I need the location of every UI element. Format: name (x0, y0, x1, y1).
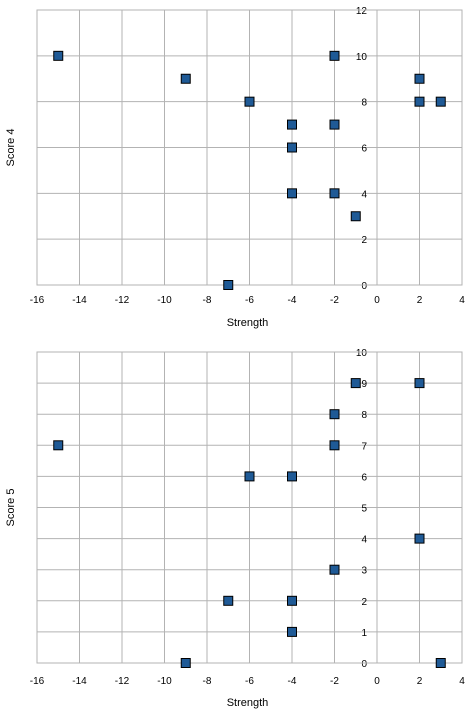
y-tick-label: 10 (356, 348, 368, 359)
y-tick-label: 6 (361, 472, 367, 483)
data-point (350, 211, 361, 222)
x-tick-label: -14 (72, 676, 87, 687)
x-tick-label: -10 (157, 295, 172, 306)
data-point (435, 96, 446, 107)
data-point (287, 119, 297, 130)
x-tick-label: -6 (245, 676, 254, 687)
data-point (223, 595, 234, 606)
data-point (287, 471, 297, 482)
data-point (329, 440, 340, 451)
x-tick-label: -2 (330, 676, 339, 687)
y-tick-label: 8 (361, 410, 367, 421)
x-tick-label: -2 (330, 295, 339, 306)
x-tick-label: 2 (417, 676, 423, 687)
data-point (223, 280, 234, 290)
y-tick-label: 7 (361, 441, 367, 452)
x-tick-label: -8 (203, 676, 212, 687)
y-tick-label: 0 (361, 659, 367, 670)
x-tick-label: -16 (30, 676, 45, 687)
y-tick-label: 10 (356, 52, 368, 63)
x-axis-title: Strength (227, 697, 269, 709)
data-point (329, 50, 340, 61)
y-tick-label: 4 (361, 535, 367, 546)
y-tick-label: 3 (361, 566, 367, 577)
data-point (287, 595, 297, 606)
data-point (53, 50, 64, 61)
y-tick-label: 2 (361, 597, 367, 608)
y-tick-label: 4 (361, 189, 367, 200)
y-axis-title: Score 5 (5, 489, 17, 527)
data-point (350, 378, 361, 389)
data-point (287, 142, 297, 153)
plot-area (36, 9, 463, 286)
y-tick-label: 1 (361, 628, 367, 639)
x-tick-label: -10 (157, 676, 172, 687)
data-point (435, 658, 446, 668)
y-tick-label: 12 (356, 6, 368, 17)
x-tick-label: -8 (203, 295, 212, 306)
data-point (329, 119, 340, 130)
score5-chart: -16 -14 -12 -10 -8 -6 -4 -2 0 2 4 0 1 2 3 4 5 6 7 8 9 10 Stren… (5, 348, 465, 709)
data-point (414, 73, 425, 84)
plot-area (36, 351, 463, 664)
data-point (414, 533, 425, 544)
data-point (180, 658, 191, 668)
data-point (329, 409, 340, 420)
score4-chart: -16 -14 -12 -10 -8 -6 -4 -2 0 2 4 0 2 4 6 8 10 12 Strength… (5, 6, 465, 329)
data-point (329, 564, 340, 575)
data-point (329, 188, 340, 199)
data-point (287, 626, 297, 637)
data-point (53, 440, 64, 451)
x-tick-label: -12 (115, 676, 130, 687)
data-point (414, 378, 425, 389)
data-point (244, 471, 255, 482)
x-tick-label: -4 (288, 676, 297, 687)
y-tick-label: 6 (361, 144, 367, 155)
y-tick-label: 0 (361, 281, 367, 292)
y-tick-label: 5 (361, 504, 367, 515)
x-tick-label: -12 (115, 295, 130, 306)
data-point (287, 188, 297, 199)
x-tick-label: -16 (30, 295, 45, 306)
data-point (180, 73, 191, 84)
data-point (414, 96, 425, 107)
x-tick-label: -4 (288, 295, 297, 306)
y-tick-label: 8 (361, 98, 367, 109)
x-tick-label: 4 (459, 676, 465, 687)
y-tick-label: 9 (361, 379, 367, 390)
x-tick-label: 4 (459, 295, 465, 306)
x-tick-label: 0 (374, 676, 380, 687)
x-tick-label: 2 (417, 295, 423, 306)
x-axis-title: Strength (227, 317, 269, 329)
y-tick-label: 2 (361, 235, 367, 246)
y-axis-title: Score 4 (5, 129, 17, 167)
x-tick-label: -14 (72, 295, 87, 306)
x-tick-label: -6 (245, 295, 254, 306)
x-tick-label: 0 (374, 295, 380, 306)
data-point (244, 96, 255, 107)
